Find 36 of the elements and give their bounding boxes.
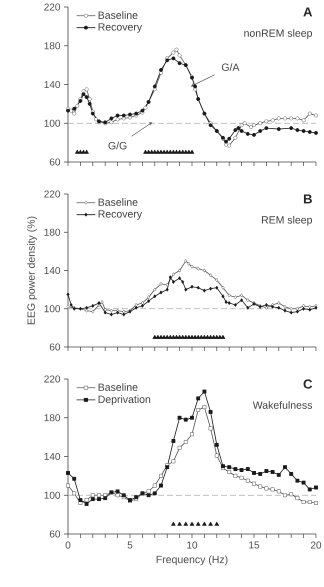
y-tick-label: 180 [44, 228, 60, 236]
annotation: G/G [108, 142, 126, 150]
y-tick-label: 180 [44, 414, 60, 422]
y-tick-label: 100 [44, 492, 60, 499]
y-tick-label: 100 [44, 305, 60, 312]
y-tick-label: 180 [44, 42, 60, 50]
legend-label: Recovery [98, 23, 142, 33]
y-tick-label: 60 [50, 158, 60, 166]
legend-label: Recovery [98, 210, 142, 220]
text: REM sleep [262, 216, 312, 226]
legend-label: Deprivation [98, 395, 150, 406]
y-tick-label: 60 [50, 343, 60, 351]
y-axis-title: EEG power density (%) [27, 216, 37, 324]
chart-title: C [304, 379, 312, 389]
legend-label: Baseline [98, 198, 138, 206]
y-tick-label: 100 [44, 120, 60, 127]
text: Wakefulness [252, 401, 312, 409]
x-tick-label: 0 [66, 542, 70, 549]
y-tick-label: 220 [44, 375, 60, 383]
text: nonREM sleep [244, 29, 312, 39]
chart-title: A [303, 7, 312, 16]
x-tick-label: 15 [249, 542, 260, 548]
legend-label: Baseline [98, 383, 138, 391]
x-tick-label: 10 [187, 542, 198, 549]
y-tick-label: 220 [44, 3, 60, 11]
chart-title: B [304, 194, 312, 204]
y-tick-label: 140 [44, 80, 60, 88]
y-tick-label: 60 [50, 530, 60, 538]
x-tick-label: 5 [128, 542, 132, 548]
y-tick-label: 220 [44, 190, 60, 198]
x-tick-label: 20 [310, 542, 322, 549]
annotation: G/A [222, 63, 240, 71]
y-tick-label: 140 [44, 452, 60, 460]
x-axis-title: Frequency (Hz) [156, 555, 228, 566]
legend-label: Baseline [98, 11, 138, 19]
y-tick-label: 140 [44, 266, 60, 274]
